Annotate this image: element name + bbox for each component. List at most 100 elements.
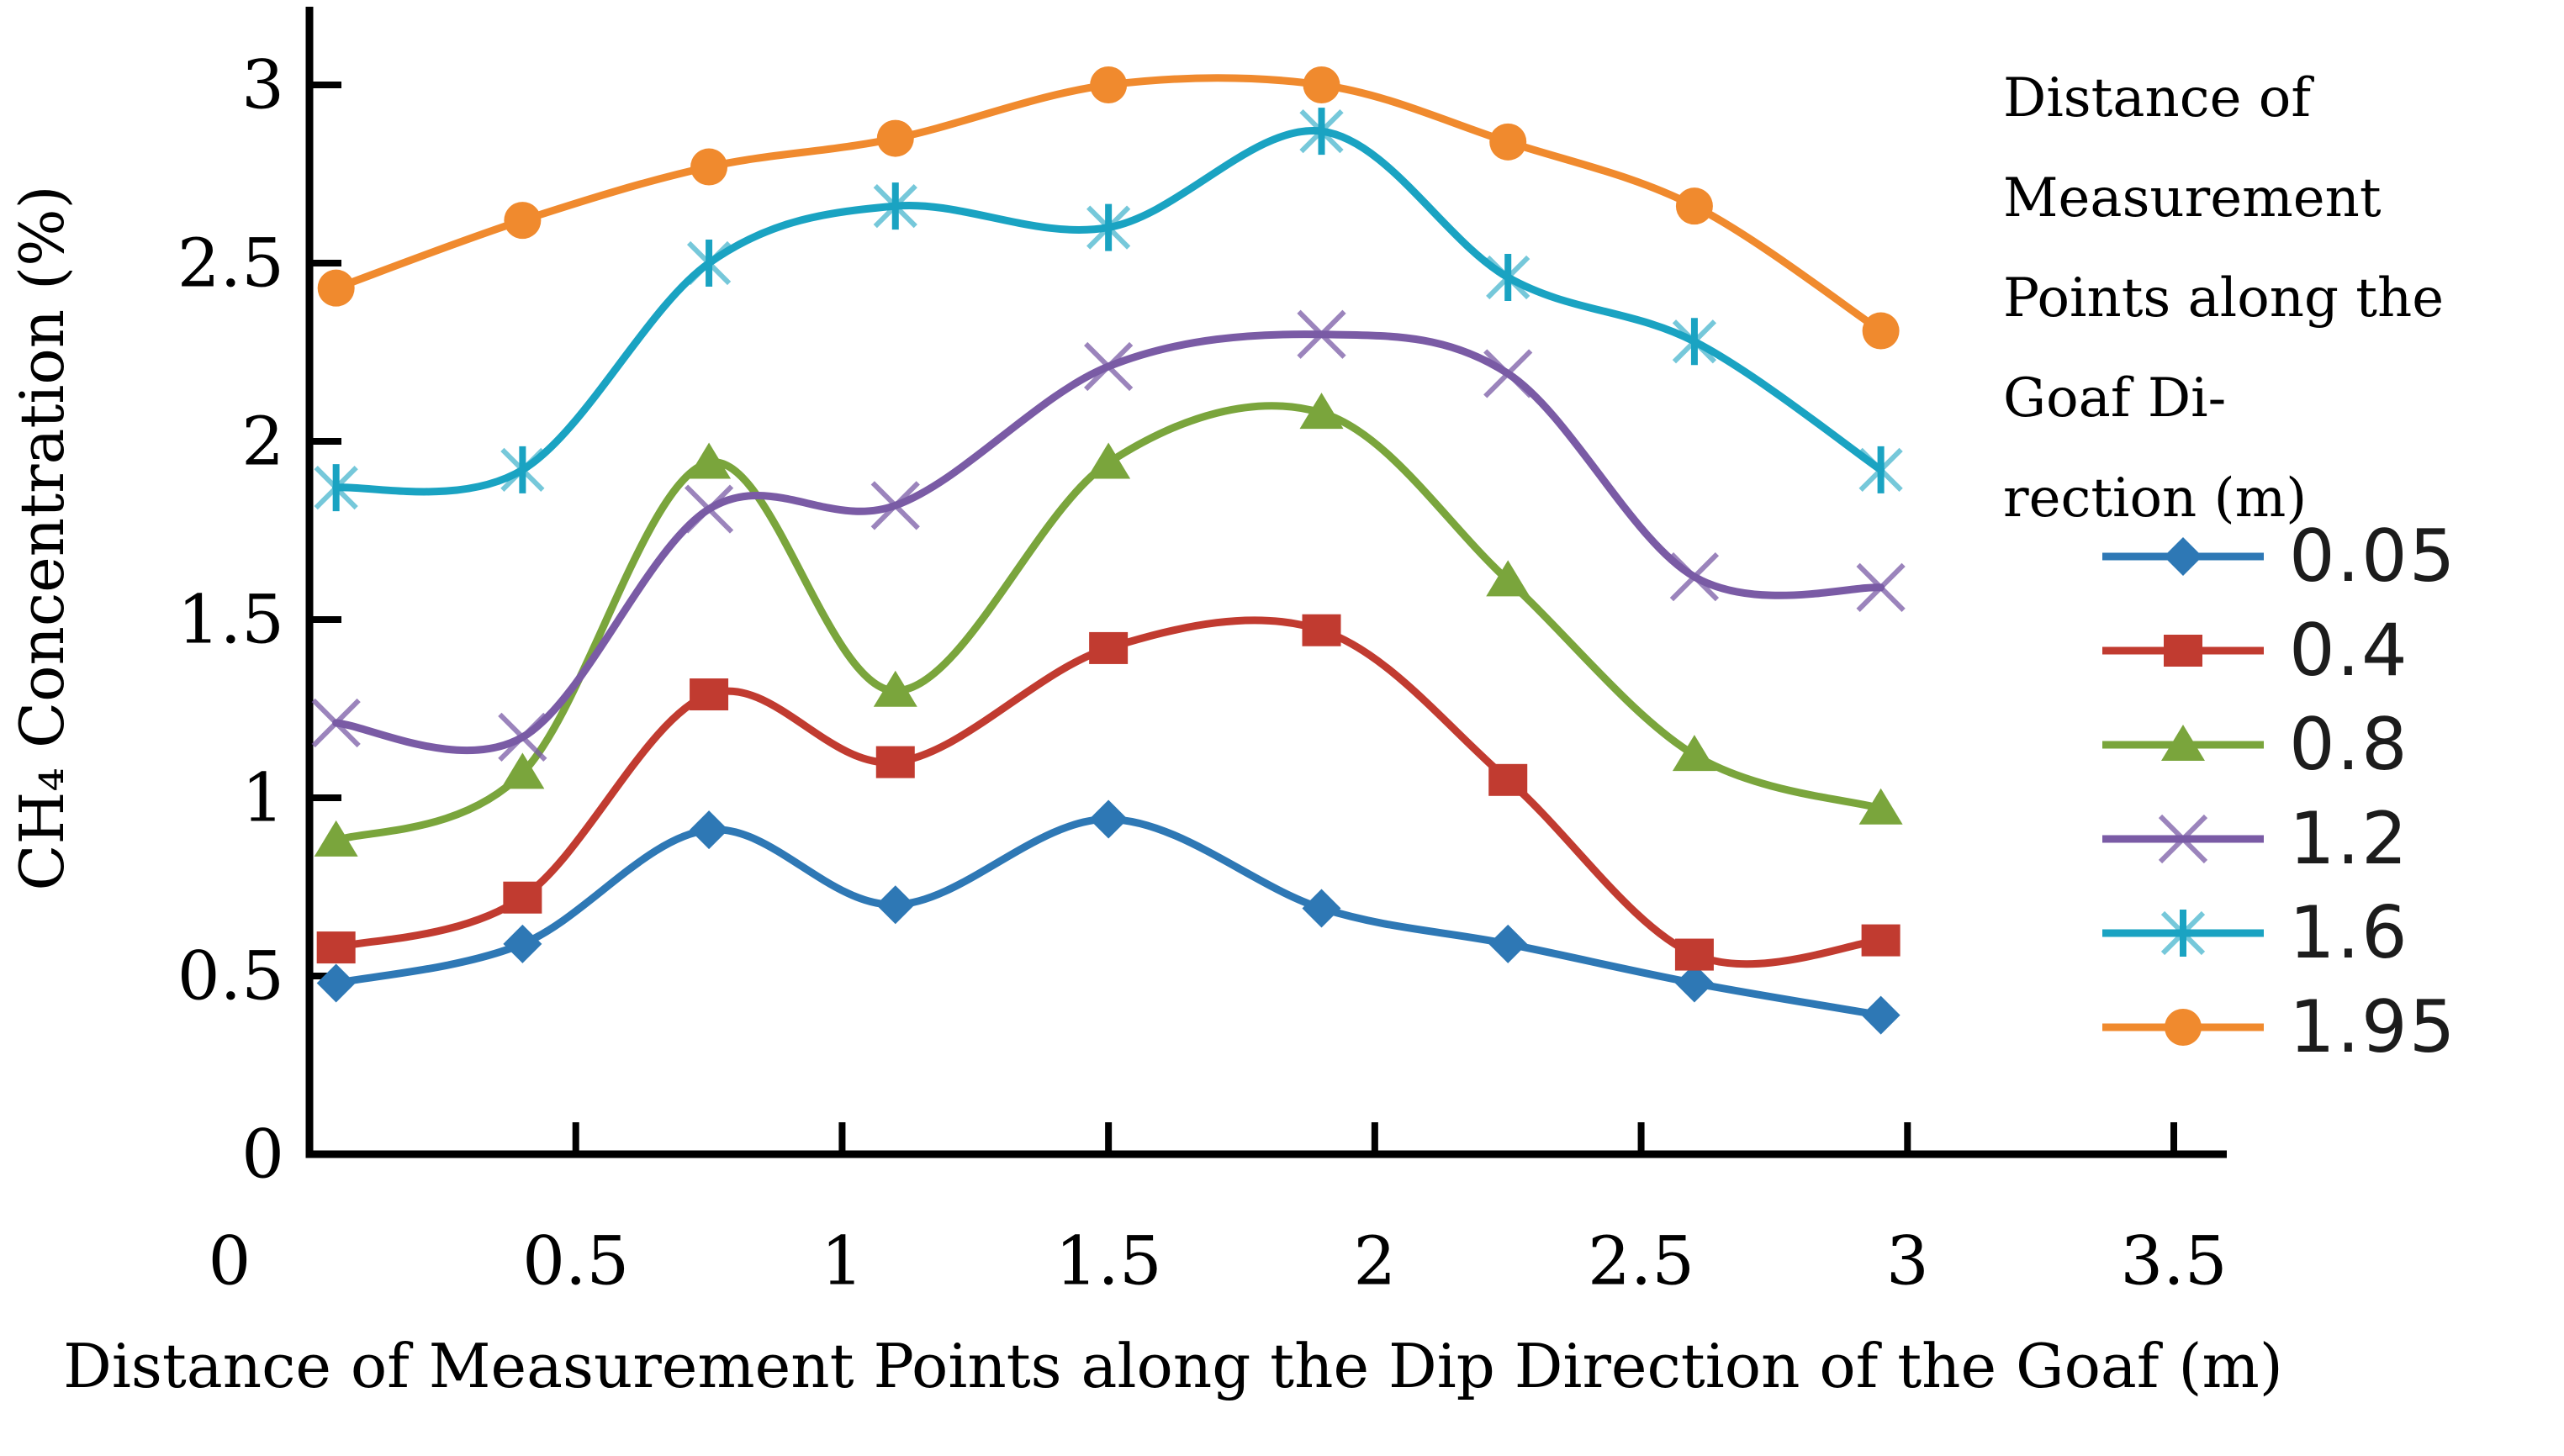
square-marker-icon [2164,635,2202,667]
marker-circle-1.95 [1675,187,1713,225]
y-tick-label: 1.5 [177,581,284,659]
legend-label-1.95: 1.95 [2289,985,2457,1069]
y-tick-label: 2 [241,403,284,481]
marker-square-0.4 [316,931,356,964]
triangle-marker-icon [2161,725,2205,761]
chart-legend: 0.05 0.4 0.8 1.2 1.6 1.95 [2099,509,2564,1074]
asterisk-marker-icon [1672,319,1717,364]
marker-diamond-legend-0.05 [2164,537,2202,576]
marker-asterisk-legend-1.6 [2160,910,2206,957]
triangle-marker-icon [687,442,732,479]
x-marker-icon [498,712,547,762]
legend-label-0.05: 0.05 [2289,514,2457,599]
asterisk-marker-icon [873,184,917,229]
marker-circle-1.95 [1862,312,1900,350]
legend-key-0.8 [2102,725,2264,761]
marker-square-0.4 [690,678,729,711]
marker-square-0.4 [1674,938,1714,971]
x-tick-label: 1.5 [1055,1222,1162,1300]
circle-marker-icon [2165,1009,2202,1046]
x-tick-label: 3 [1886,1222,1929,1300]
asterisk-marker-icon [686,240,732,286]
marker-circle-1.95 [504,202,542,240]
x-tick-label: 3.5 [2120,1222,2227,1300]
legend-key-0.4 [2102,635,2264,667]
marker-asterisk-1.6 [1858,446,1903,493]
triangle-marker-icon [1858,788,1903,825]
marker-diamond-0.05 [1674,963,1714,1003]
legend-label-0.4: 0.4 [2289,609,2409,693]
legend-title-line-3: rection (m) [2003,467,2308,530]
marker-asterisk-1.6 [1086,203,1131,251]
legend-key-0.05 [2102,537,2264,576]
square-marker-icon [1302,614,1341,646]
marker-x-1.2 [870,481,920,530]
y-axis-title: CH₄ Concentration (%) [7,185,77,890]
square-marker-icon [1089,631,1129,664]
asterisk-marker-icon [314,465,358,510]
legend-item-0.8: 0.8 [2099,698,2564,792]
legend-key-1.6 [2102,910,2264,957]
series-line-1.2 [332,330,1885,755]
legend-item-1.2: 1.2 [2099,792,2564,886]
marker-square-0.4 [875,746,915,778]
marker-asterisk-1.6 [1486,253,1530,301]
diamond-marker-icon [316,963,356,1003]
marker-diamond-0.05 [690,810,729,850]
x-tick-label: 0 [209,1222,251,1300]
x-marker-icon [870,481,920,530]
legend-key-1.2 [2102,814,2264,864]
marker-x-1.2 [311,698,361,748]
marker-x-1.2 [1297,309,1346,359]
marker-triangle-0.8 [1672,735,1716,772]
circle-marker-icon [1090,66,1128,103]
triangle-marker-icon [1299,393,1344,430]
square-marker-icon [316,931,356,964]
asterisk-marker-icon [1299,108,1344,154]
series-line-0.8 [332,402,1885,845]
marker-triangle-0.8 [500,752,545,789]
circle-marker-icon [504,202,542,240]
square-marker-icon [875,746,915,778]
marker-diamond-0.05 [875,885,915,925]
asterisk-marker-icon [1086,205,1131,250]
asterisk-marker-icon [1486,255,1530,300]
marker-diamond-0.05 [316,963,356,1003]
marker-asterisk-1.6 [1672,318,1717,366]
marker-circle-1.95 [1489,123,1527,161]
marker-circle-1.95 [1090,66,1128,103]
triangle-marker-icon [873,670,917,707]
circle-marker-icon [317,269,355,307]
marker-circle-legend-1.95 [2165,1009,2202,1046]
legend-item-0.05: 0.05 [2099,509,2564,604]
x-tick-label: 2 [1353,1222,1396,1300]
x-marker-icon [1084,341,1134,392]
legend-title: Distance of Measurement Points along the… [2003,49,2564,549]
legend-label-1.6: 1.6 [2289,891,2409,975]
marker-triangle-0.8 [1299,393,1344,430]
x-tick-label: 2.5 [1588,1222,1694,1300]
marker-x-1.2 [498,712,547,762]
square-marker-icon [690,678,729,711]
y-tick-label: 1 [241,759,284,837]
marker-asterisk-1.6 [500,446,545,493]
diamond-marker-icon [1861,995,1901,1035]
diamond-marker-icon [690,810,729,850]
marker-diamond-0.05 [1488,924,1528,963]
diamond-marker-icon [1488,924,1528,963]
triangle-marker-icon [500,752,545,789]
marker-triangle-0.8 [1486,560,1530,597]
legend-label-1.2: 1.2 [2289,797,2409,881]
asterisk-marker-icon [1858,447,1903,493]
marker-asterisk-1.6 [686,240,732,287]
x-tick-label: 1 [821,1222,864,1300]
marker-diamond-0.05 [503,924,542,963]
triangle-marker-icon [314,820,358,857]
diamond-marker-icon [1674,963,1714,1003]
circle-marker-icon [1862,312,1900,350]
y-tick-label: 0.5 [177,937,284,1016]
y-tick-label: 0 [241,1116,284,1194]
x-marker-icon [311,698,361,748]
diamond-marker-icon [2164,537,2202,576]
